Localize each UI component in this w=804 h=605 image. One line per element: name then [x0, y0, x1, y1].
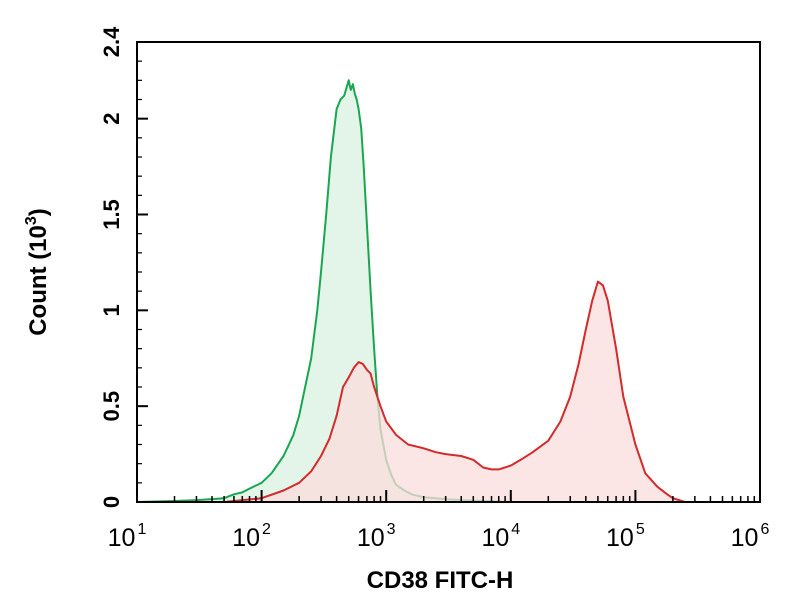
y-tick-label: 1 — [99, 304, 124, 316]
x-tick-label: 10 6 — [731, 521, 770, 552]
series-2-fill — [137, 281, 685, 502]
x-axis: 10 1 10 2 10 3 10 4 10 5 10 6 — [108, 490, 770, 552]
y-axis-title: Count (103) — [23, 208, 52, 336]
series-1-fill — [137, 80, 511, 503]
y-axis-title-exp: 3 — [23, 216, 40, 225]
x-tick-label: 10 4 — [481, 521, 520, 552]
plot-frame — [136, 41, 761, 503]
x-tick-label: 10 5 — [606, 521, 645, 552]
x-axis-title: CD38 FITC-H — [367, 567, 514, 594]
x-tick-label: 10 2 — [232, 521, 271, 552]
y-axis-title-base: Count (10 — [25, 225, 52, 336]
plot-area — [136, 79, 686, 503]
y-tick-label: 0 — [99, 496, 124, 508]
y-tick-label: 2 — [99, 113, 124, 125]
y-axis-title-close: ) — [25, 208, 52, 216]
y-tick-label: 1.5 — [99, 199, 124, 230]
y-axis: 0 0.5 1 1.5 2 2.4 — [99, 26, 148, 508]
y-tick-label: 2.4 — [99, 26, 124, 57]
y-tick-label: 0.5 — [99, 391, 124, 422]
series-2-line — [137, 280, 686, 503]
x-tick-label: 10 1 — [108, 521, 147, 552]
x-tick-label: 10 3 — [357, 521, 396, 552]
